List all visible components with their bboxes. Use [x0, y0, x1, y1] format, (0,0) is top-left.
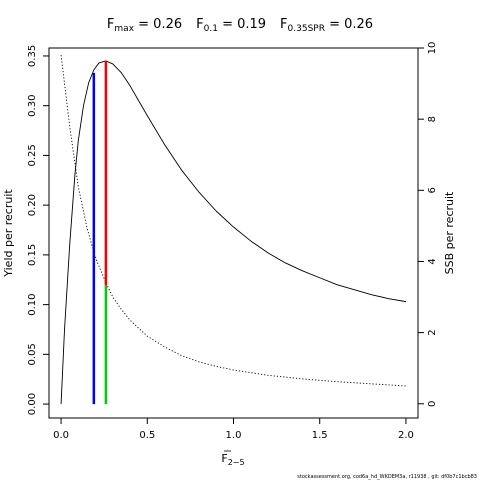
y-right-tick-label-5: 10: [427, 42, 438, 55]
y-left-tick-label-7: 0.35: [27, 45, 38, 67]
y-right-tick-label-4: 8: [427, 116, 438, 122]
y-left-tick-label-3: 0.15: [27, 244, 38, 266]
y-left-tick-label-0: 0.00: [27, 393, 38, 415]
title-f35-label: F: [280, 17, 287, 32]
y-right-tick-label-0: 0: [427, 401, 438, 407]
x-tick-label-2: 1.0: [226, 430, 242, 441]
y-left-tick-label-5: 0.25: [27, 144, 38, 166]
x-tick-label-0: 0.0: [53, 430, 69, 441]
title-fmax-sub: max: [114, 24, 134, 34]
chart-title: Fmax = 0.26 F0.1 = 0.19 F0.35SPR = 0.26: [107, 17, 373, 34]
y-right-tick-label-2: 4: [427, 258, 438, 264]
ssb-per-recruit-line: [60, 55, 406, 387]
title-f35-sub: 0.35SPR: [288, 24, 325, 34]
y-right-tick-label-1: 2: [427, 329, 438, 335]
x-tick-label-4: 2.0: [398, 430, 414, 441]
title-f01-label: F: [196, 17, 203, 32]
y-left-tick-label-1: 0.05: [27, 343, 38, 365]
y-axis-left-label: Yield per recruit: [2, 189, 15, 278]
title-f01-sub: 0.1: [204, 24, 218, 34]
y-axis-right-label: SSB per recruit: [443, 191, 456, 274]
x-axis-label: F2−5: [221, 452, 244, 467]
title-fmax-label: F: [107, 17, 114, 32]
x-axis-label-main: F: [221, 452, 227, 465]
y-left-tick-label-4: 0.20: [27, 194, 38, 216]
plot-frame: [48, 47, 419, 419]
y-right-tick-label-3: 6: [427, 187, 438, 193]
y-left-tick-label-6: 0.30: [27, 95, 38, 117]
title-f35-value: = 0.26: [325, 17, 373, 32]
x-axis-label-sub: 2−5: [228, 458, 245, 467]
x-tick-label-1: 0.5: [139, 430, 155, 441]
title-f01-value: = 0.19: [218, 17, 266, 32]
yield-per-recruit-line: [60, 60, 407, 405]
x-tick-label-3: 1.5: [312, 430, 328, 441]
footer-text: stockassessment.org, cod6a_hd_WKDEM3a, r…: [297, 474, 477, 480]
title-fmax-value: = 0.26: [134, 17, 182, 32]
y-left-tick-label-2: 0.10: [27, 293, 38, 315]
